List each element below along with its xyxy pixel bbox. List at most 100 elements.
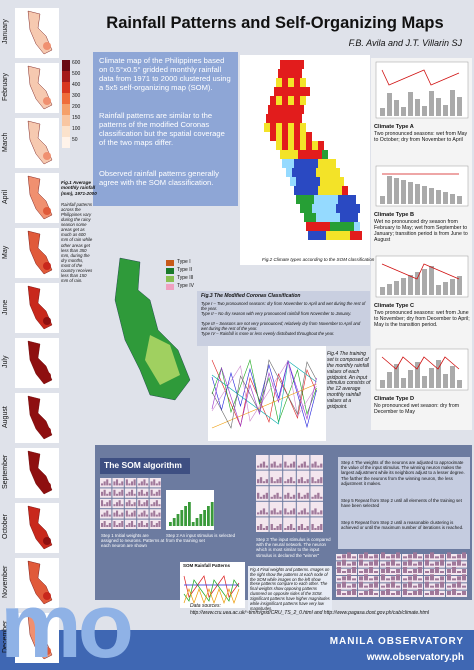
month-map-island bbox=[43, 42, 51, 50]
fig2-cell bbox=[318, 222, 324, 231]
month-map-island bbox=[43, 207, 51, 215]
som-node-bar bbox=[311, 496, 314, 499]
month-map-island bbox=[43, 482, 51, 490]
som-node-bar bbox=[408, 571, 412, 573]
fig2-cell bbox=[290, 69, 296, 78]
month-map-island bbox=[43, 97, 51, 105]
fig2-cell bbox=[276, 141, 282, 150]
som-node-bar bbox=[297, 479, 301, 484]
type-bar bbox=[429, 188, 434, 204]
som-node-bar bbox=[306, 526, 309, 530]
type-bar bbox=[422, 376, 427, 388]
som-node-bar bbox=[133, 510, 136, 517]
som-node-bar bbox=[342, 581, 346, 588]
fig2-cell bbox=[298, 105, 304, 114]
som-node bbox=[380, 561, 401, 568]
colorbar-swatch bbox=[62, 82, 70, 93]
fig2-cell bbox=[286, 150, 292, 159]
som-node-bar bbox=[359, 581, 363, 588]
som-node-bar bbox=[101, 514, 104, 517]
fig2-cell bbox=[326, 195, 332, 204]
type-bar bbox=[380, 108, 385, 116]
colorbar-label: 200 bbox=[72, 104, 81, 110]
fig2-cell bbox=[316, 150, 322, 159]
som-node-bar bbox=[279, 524, 282, 530]
som-node bbox=[149, 488, 161, 498]
som-node-bar bbox=[150, 521, 153, 527]
fig2-cell bbox=[304, 87, 310, 96]
som-node-bar bbox=[292, 481, 296, 484]
step2-bar bbox=[203, 510, 206, 526]
som-node-bar bbox=[259, 524, 263, 530]
fig2-cell bbox=[288, 132, 294, 141]
type-bar bbox=[457, 97, 462, 116]
som-node-bar bbox=[403, 567, 407, 573]
month-map-island bbox=[43, 152, 51, 160]
training-line bbox=[211, 359, 317, 429]
som-node-bar bbox=[118, 500, 121, 507]
som-node-bar bbox=[257, 479, 260, 484]
type-line bbox=[381, 356, 460, 370]
intro-box bbox=[93, 52, 238, 206]
som-node-bar bbox=[391, 581, 395, 588]
som-node-bar bbox=[440, 559, 444, 566]
som-node-bar bbox=[408, 593, 412, 595]
som-node-bar bbox=[317, 492, 320, 499]
som-node bbox=[100, 509, 112, 519]
som-node bbox=[336, 590, 357, 597]
fig1-note: Rainfall patterns across the Philippines… bbox=[61, 202, 93, 283]
som-node-bar bbox=[342, 576, 346, 581]
fig3-swatch bbox=[166, 268, 174, 274]
som-node-bar bbox=[386, 556, 390, 559]
fig2-cell bbox=[294, 186, 300, 195]
som-node-bar bbox=[155, 523, 158, 527]
type-bar bbox=[457, 380, 462, 388]
som-node-bar bbox=[314, 494, 317, 499]
som-node-bar bbox=[359, 554, 363, 559]
som-node-bar bbox=[287, 512, 290, 515]
fig2-cell bbox=[300, 96, 306, 105]
som-node-bar bbox=[121, 512, 124, 517]
som-node bbox=[124, 478, 137, 488]
som-node-bar bbox=[386, 561, 390, 566]
som-node-bar bbox=[408, 559, 412, 566]
colorbar-swatch bbox=[62, 71, 70, 82]
som-node-bar bbox=[320, 510, 323, 515]
som-node-bar bbox=[143, 510, 146, 517]
fig2-cell bbox=[324, 186, 330, 195]
som-node-bar bbox=[158, 512, 161, 517]
som-node bbox=[124, 509, 137, 519]
step2-bar bbox=[184, 506, 187, 526]
fig2-cell bbox=[280, 105, 286, 114]
step2-bar bbox=[199, 514, 203, 526]
som-node bbox=[402, 583, 423, 590]
som-node-bar bbox=[262, 494, 266, 499]
fig2-cell bbox=[282, 96, 288, 105]
som-node-bar bbox=[103, 481, 106, 486]
som-node-bar bbox=[287, 465, 290, 468]
fig2-cell bbox=[300, 141, 306, 150]
som-node-bar bbox=[430, 574, 434, 581]
som-node-bar bbox=[276, 465, 279, 468]
fig1-caption: Fig.1 Average monthly rainfall (mm), 197… bbox=[61, 180, 97, 196]
som-node-bar bbox=[317, 512, 320, 515]
som-node-bar bbox=[386, 567, 390, 573]
som-node-bar bbox=[403, 589, 407, 595]
month-label: May bbox=[2, 245, 9, 259]
som-node-bar bbox=[369, 578, 373, 581]
month-label: October bbox=[2, 514, 9, 540]
som-node-bar bbox=[317, 526, 320, 530]
som-node-bar bbox=[452, 578, 456, 581]
fig2-cell bbox=[298, 87, 304, 96]
fig2-cell bbox=[294, 132, 300, 141]
som-node-bar bbox=[364, 591, 368, 595]
fig2-cell bbox=[264, 123, 270, 132]
som-node bbox=[100, 498, 112, 509]
type-bar bbox=[429, 368, 434, 388]
som-node-bar bbox=[457, 581, 461, 588]
som-node-bar bbox=[140, 521, 143, 527]
fig2-cell bbox=[324, 204, 330, 213]
type-description: Two pronounced seasons: wet from June to… bbox=[374, 310, 470, 329]
type-bar bbox=[429, 91, 434, 116]
fig2-cell bbox=[284, 69, 290, 78]
